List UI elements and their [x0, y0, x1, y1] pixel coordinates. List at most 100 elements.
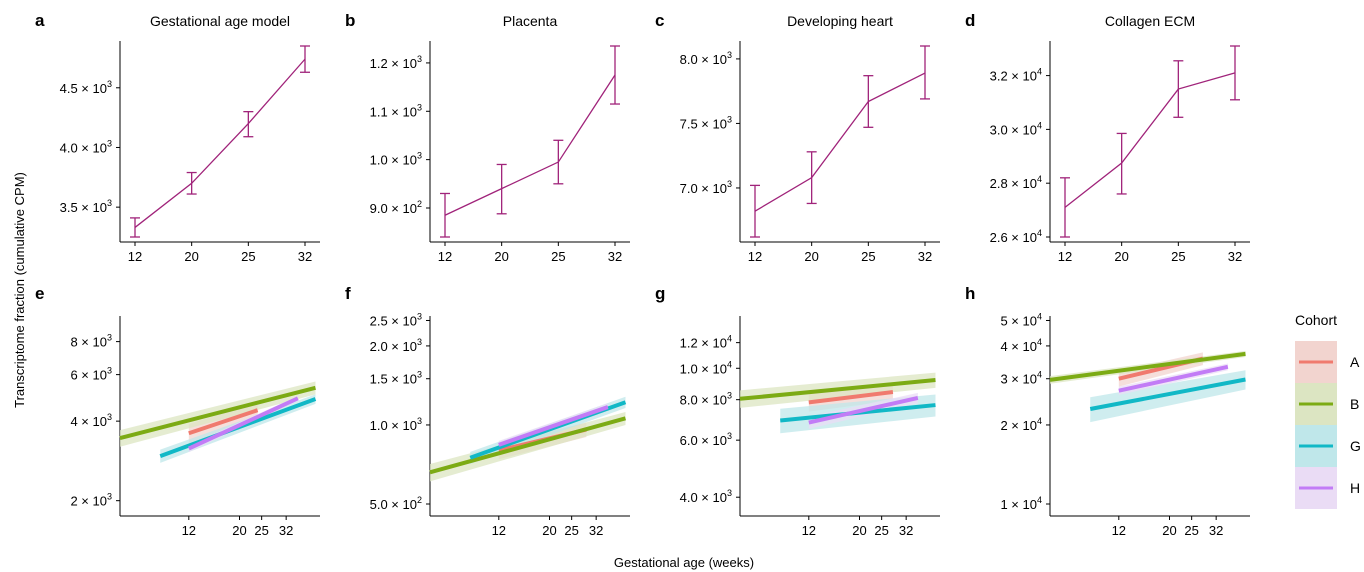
x-tick-label: 25	[551, 249, 565, 264]
panel-letter-f: f	[345, 284, 351, 303]
y-tick-label: 1 × 104	[1000, 495, 1042, 512]
y-tick-label: 4 × 104	[1000, 337, 1042, 354]
x-axis-label: Gestational age (weeks)	[614, 555, 754, 570]
panel-h: h 1 × 104 2 × 104 3 × 104 4 × 104 5 × 104 12 20…	[965, 284, 1250, 538]
y-tick-label: 5 × 104	[1000, 311, 1042, 328]
y-tick-label: 9.0 × 102	[370, 199, 422, 216]
trend-line-h	[808, 395, 919, 425]
trend-line-b	[119, 385, 316, 441]
y-tick-label: 2.6 × 104	[990, 228, 1042, 245]
panel-d: d Collagen ECM 2.6 × 104 2.8 × 104 3.0 × 104…	[965, 11, 1250, 264]
x-tick-label: 12	[802, 523, 816, 538]
x-tick-label: 20	[852, 523, 866, 538]
panel-letter-b: b	[345, 11, 355, 30]
x-tick-label: 12	[1058, 249, 1072, 264]
legend-label-g: G	[1350, 438, 1361, 454]
panel-title-b: Placenta	[503, 13, 558, 29]
trend-line-g	[1089, 377, 1246, 411]
x-tick-label: 12	[492, 523, 506, 538]
panel-letter-e: e	[35, 284, 44, 303]
x-tick-label: 32	[1209, 523, 1223, 538]
trend-line-h	[187, 396, 299, 451]
y-tick-label: 2 × 103	[70, 492, 112, 509]
x-tick-label: 20	[542, 523, 556, 538]
trend-line-h	[1118, 364, 1229, 393]
x-tick-label: 32	[589, 523, 603, 538]
y-axis-label: Transcriptome fraction (cumulative CPM)	[12, 172, 27, 408]
y-tick-label: 1.0 × 103	[370, 151, 422, 168]
x-tick-label: 25	[241, 249, 255, 264]
y-tick-label: 3.2 × 104	[990, 67, 1042, 84]
x-tick-label: 20	[1114, 249, 1128, 264]
x-tick-label: 32	[298, 249, 312, 264]
legend: Cohort A B G H	[1295, 312, 1361, 509]
trend-line-b	[1049, 351, 1246, 382]
x-tick-label: 25	[254, 523, 268, 538]
y-tick-label: 8.0 × 103	[680, 391, 732, 408]
x-tick-label: 20	[1162, 523, 1176, 538]
panel-e: e 2 × 103 4 × 103 6 × 103 8 × 103 12 20 25 32	[35, 284, 320, 538]
legend-label-a: A	[1350, 354, 1360, 370]
y-tick-label: 4.5 × 103	[60, 79, 112, 96]
x-tick-label: 12	[438, 249, 452, 264]
series-line	[1064, 72, 1236, 208]
x-tick-label: 12	[748, 249, 762, 264]
series-line	[134, 58, 306, 228]
x-tick-label: 25	[874, 523, 888, 538]
y-tick-label: 1.0 × 104	[680, 359, 732, 376]
y-tick-label: 6 × 103	[70, 366, 112, 383]
x-tick-label: 32	[608, 249, 622, 264]
x-tick-label: 32	[899, 523, 913, 538]
legend-label-h: H	[1350, 480, 1360, 496]
y-tick-label: 2.0 × 103	[370, 337, 422, 354]
y-tick-label: 2.5 × 103	[370, 311, 422, 328]
legend-title: Cohort	[1295, 312, 1337, 328]
panel-title-c: Developing heart	[787, 13, 893, 29]
y-tick-label: 1.0 × 103	[370, 416, 422, 433]
panel-letter-h: h	[965, 284, 975, 303]
panel-f: f 5.0 × 102 1.0 × 103 1.5 × 103 2.0 × 103 2.5…	[345, 284, 630, 538]
y-tick-label: 7.5 × 103	[680, 114, 732, 131]
panel-letter-a: a	[35, 11, 45, 30]
trend-line-b	[739, 378, 936, 401]
x-tick-label: 25	[861, 249, 875, 264]
panel-g: g 4.0 × 103 6.0 × 103 8.0 × 103 1.0 × 104 1.2…	[655, 284, 940, 538]
panel-c: c Developing heart 7.0 × 103 7.5 × 103 8.0 ×…	[655, 11, 940, 264]
y-tick-label: 1.1 × 103	[370, 102, 422, 119]
y-tick-label: 1.5 × 103	[370, 370, 422, 387]
x-tick-label: 25	[1171, 249, 1185, 264]
y-tick-label: 4.0 × 103	[680, 488, 732, 505]
x-tick-label: 20	[232, 523, 246, 538]
panel-title-d: Collagen ECM	[1105, 13, 1195, 29]
y-tick-label: 1.2 × 103	[370, 54, 422, 71]
panel-letter-g: g	[655, 284, 665, 303]
x-tick-label: 32	[1228, 249, 1242, 264]
legend-label-b: B	[1350, 396, 1359, 412]
trend-line-b	[429, 416, 627, 475]
x-tick-label: 32	[279, 523, 293, 538]
x-tick-label: 12	[1112, 523, 1126, 538]
x-tick-label: 12	[128, 249, 142, 264]
trend-line-a	[808, 389, 894, 405]
y-tick-label: 6.0 × 103	[680, 431, 732, 448]
panel-a: a Gestational age model 3.5 × 103 4.0 × 103…	[35, 11, 320, 264]
y-tick-label: 2 × 104	[1000, 416, 1042, 433]
y-tick-label: 2.8 × 104	[990, 174, 1042, 191]
y-tick-label: 4.0 × 103	[60, 138, 112, 155]
panel-b: b Placenta 9.0 × 102 1.0 × 103 1.1 × 103 1.2 …	[345, 11, 630, 264]
y-tick-label: 3.0 × 104	[990, 120, 1042, 137]
y-tick-label: 8 × 103	[70, 333, 112, 350]
panel-title-a: Gestational age model	[150, 13, 290, 29]
y-tick-label: 5.0 × 102	[370, 495, 422, 512]
x-tick-label: 12	[182, 523, 196, 538]
y-tick-label: 8.0 × 103	[680, 50, 732, 67]
x-tick-label: 20	[804, 249, 818, 264]
y-tick-label: 1.2 × 104	[680, 334, 732, 351]
series-line	[444, 74, 616, 216]
x-tick-label: 25	[564, 523, 578, 538]
trend-line-h	[498, 405, 609, 447]
x-tick-label: 20	[184, 249, 198, 264]
y-tick-label: 7.0 × 103	[680, 179, 732, 196]
x-tick-label: 20	[494, 249, 508, 264]
